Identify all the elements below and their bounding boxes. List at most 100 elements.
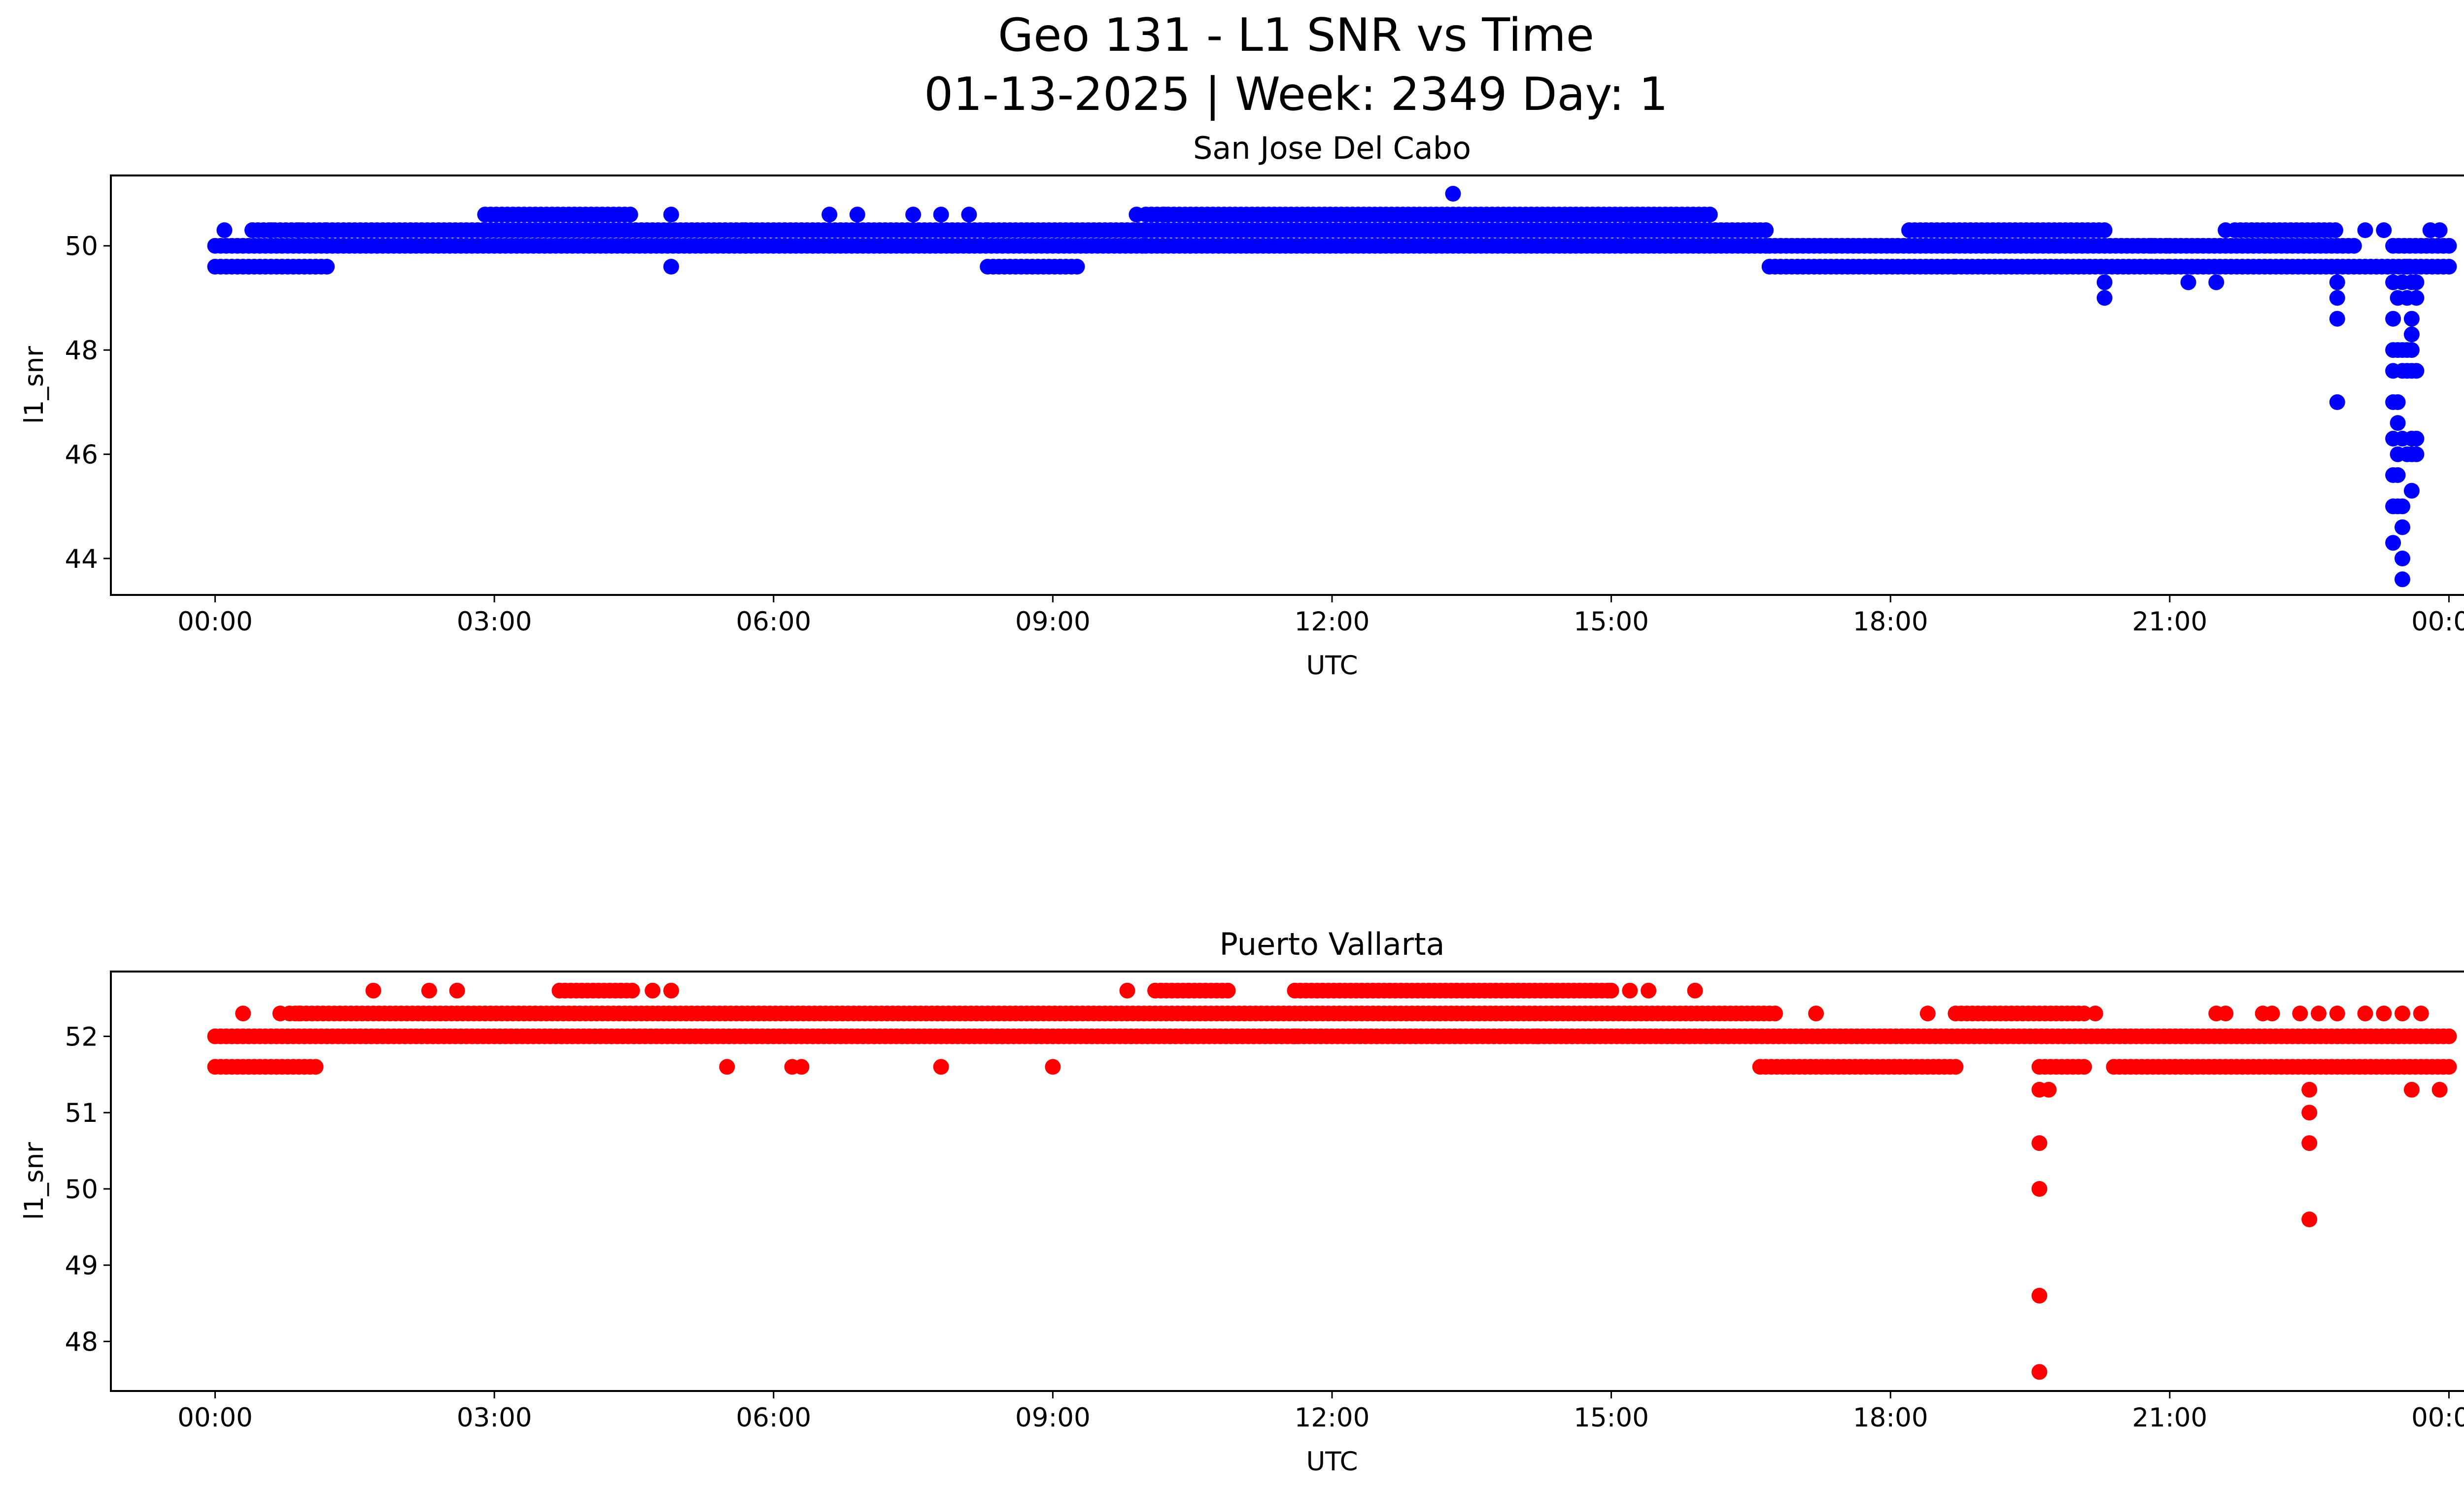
y-tick-label: 50 xyxy=(65,232,98,262)
data-point xyxy=(2031,1135,2048,1151)
data-point xyxy=(2413,1006,2429,1022)
y-ticks-san-jose: 44 46 48 50 xyxy=(65,232,111,574)
data-point xyxy=(2441,259,2457,275)
data-point xyxy=(905,207,922,223)
data-point xyxy=(2301,1081,2318,1098)
data-point xyxy=(2395,519,2410,535)
x-axis-label-san-jose: UTC xyxy=(1306,651,1358,681)
data-point xyxy=(263,222,279,238)
data-point xyxy=(1119,982,1135,999)
data-point xyxy=(2395,498,2410,515)
y-tick-label: 48 xyxy=(65,336,98,366)
data-point xyxy=(2441,238,2457,254)
data-point xyxy=(1129,207,1145,223)
data-point xyxy=(961,207,977,223)
data-point xyxy=(2180,274,2196,290)
data-point xyxy=(2403,326,2420,343)
data-point xyxy=(2096,290,2113,306)
data-point xyxy=(272,1006,288,1022)
chart-panel-puerto-vallarta: 00:00 03:00 06:00 09:00 12:00 15:00 18:00 21:00… xyxy=(19,926,2464,1477)
data-point xyxy=(2301,1211,2318,1227)
data-point xyxy=(291,1006,307,1022)
data-point xyxy=(2329,311,2345,327)
x-tick-label: 09:00 xyxy=(1015,1403,1091,1433)
data-point xyxy=(421,982,437,999)
x-tick-label: 21:00 xyxy=(2132,1403,2207,1433)
data-point xyxy=(2441,1028,2457,1044)
chart-panel-san-jose: 00:00 03:00 06:00 09:00 12:00 15:00 18:00 21:00… xyxy=(19,130,2464,681)
data-point xyxy=(2403,483,2420,499)
data-point xyxy=(645,982,661,999)
data-point xyxy=(624,982,640,999)
data-point xyxy=(2329,394,2345,410)
data-point xyxy=(2357,1006,2373,1022)
data-point xyxy=(1157,207,1172,223)
y-tick-label: 50 xyxy=(65,1175,98,1205)
data-point xyxy=(719,1059,735,1075)
y-axis-label-puerto-vallarta: l1_snr xyxy=(19,1142,49,1220)
data-point xyxy=(244,222,261,238)
chart-title-puerto-vallarta: Puerto Vallarta xyxy=(1219,926,1444,962)
data-point xyxy=(2403,311,2420,327)
figure-title-line1: Geo 131 - L1 SNR vs Time xyxy=(998,8,1594,62)
data-point xyxy=(2403,1081,2420,1098)
data-point xyxy=(1622,222,1638,238)
data-point xyxy=(365,982,381,999)
data-point xyxy=(2311,1006,2327,1022)
data-point xyxy=(2357,222,2373,238)
x-tick-label: 18:00 xyxy=(1853,607,1928,637)
data-point xyxy=(2076,1006,2092,1022)
data-point xyxy=(2376,1006,2392,1022)
data-point xyxy=(2301,1135,2318,1151)
data-point xyxy=(1220,982,1236,999)
data-point xyxy=(2408,363,2425,379)
x-tick-label: 00:00 xyxy=(2411,607,2464,637)
data-point xyxy=(2264,1006,2280,1022)
data-point xyxy=(2087,1006,2103,1022)
x-tick-label: 00:00 xyxy=(177,607,253,637)
scatter-points-puerto-vallarta xyxy=(207,982,2457,1380)
data-point xyxy=(2403,342,2420,358)
x-tick-label: 21:00 xyxy=(2132,607,2207,637)
data-point xyxy=(2096,274,2113,290)
data-point xyxy=(235,1006,251,1022)
x-axis-label-puerto-vallarta: UTC xyxy=(1306,1447,1358,1477)
data-point xyxy=(2218,222,2234,238)
y-tick-label: 48 xyxy=(65,1327,98,1357)
data-point xyxy=(1919,1006,1936,1022)
data-point xyxy=(2329,1006,2345,1022)
data-point xyxy=(2408,430,2425,447)
data-point xyxy=(1287,1028,1303,1044)
data-point xyxy=(2031,1287,2048,1304)
data-point xyxy=(291,222,307,238)
data-point xyxy=(1948,1059,1964,1075)
data-point xyxy=(2329,274,2345,290)
x-tick-label: 06:00 xyxy=(736,1403,811,1433)
data-point xyxy=(1767,1006,1783,1022)
scatter-points-san-jose xyxy=(207,186,2457,588)
data-point xyxy=(2385,311,2401,327)
data-point xyxy=(1045,1059,1061,1075)
data-point xyxy=(2431,222,2448,238)
chart-title-san-jose: San Jose Del Cabo xyxy=(1193,130,1471,166)
data-point xyxy=(2208,274,2224,290)
data-point xyxy=(1687,982,1703,999)
data-point xyxy=(663,982,679,999)
x-tick-label: 09:00 xyxy=(1015,607,1091,637)
data-point xyxy=(2143,238,2159,254)
data-point xyxy=(2301,1105,2318,1121)
data-point xyxy=(308,1059,324,1075)
x-tick-label: 12:00 xyxy=(1295,607,1370,637)
data-point xyxy=(1641,982,1657,999)
x-tick-label: 03:00 xyxy=(457,607,532,637)
data-point xyxy=(1069,259,1085,275)
data-point xyxy=(933,207,949,223)
data-point xyxy=(2408,290,2425,306)
x-tick-label: 15:00 xyxy=(1574,607,1649,637)
y-tick-label: 44 xyxy=(65,544,98,574)
data-point xyxy=(663,207,679,223)
data-point xyxy=(2096,222,2113,238)
data-point xyxy=(2329,290,2345,306)
data-point xyxy=(449,982,465,999)
